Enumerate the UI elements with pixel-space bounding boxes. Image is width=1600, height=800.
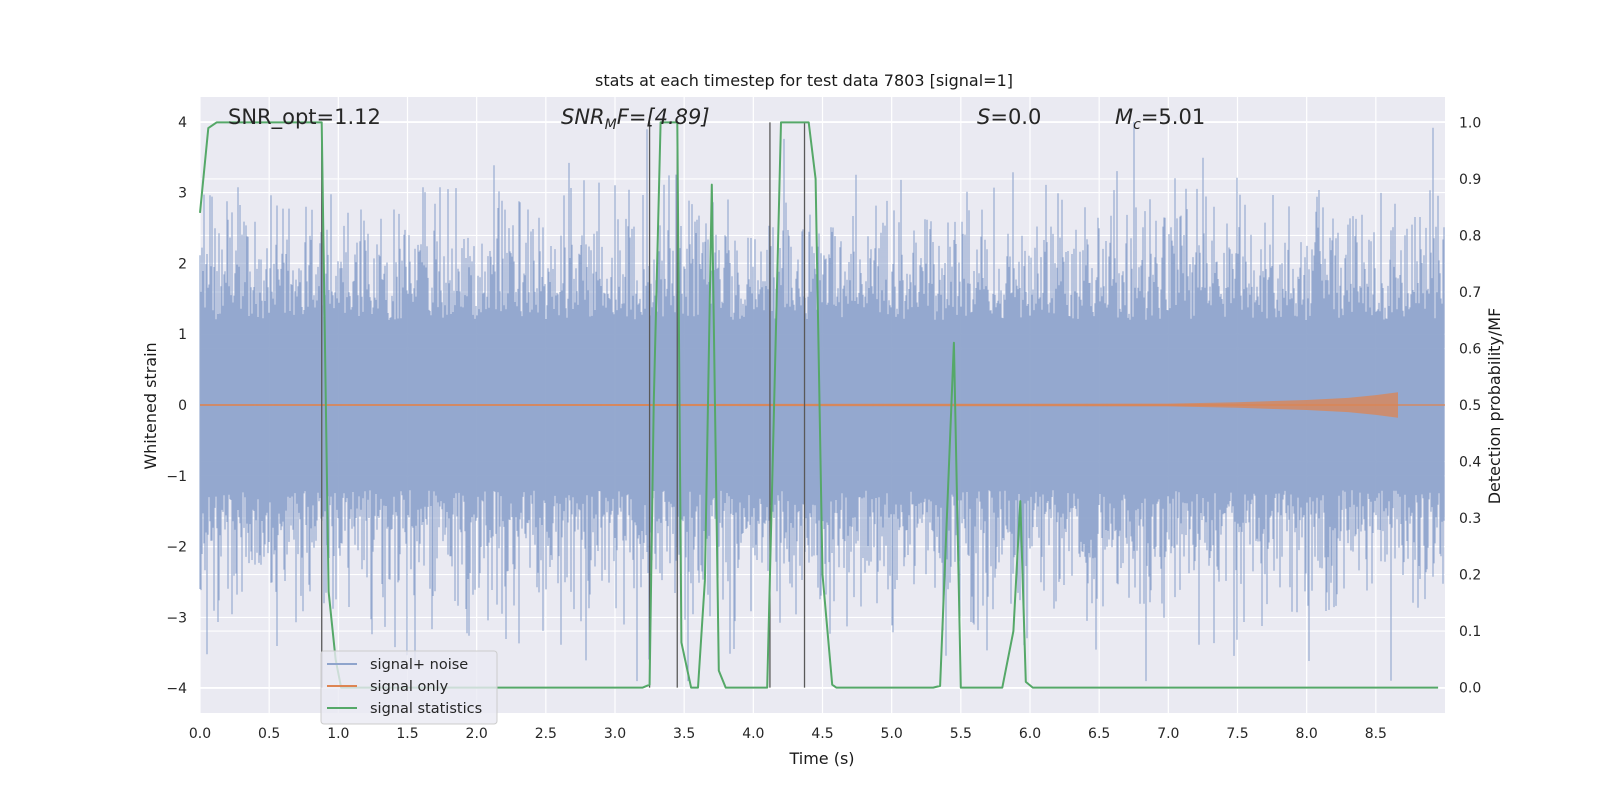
y-left-tick-label: −1	[166, 469, 187, 485]
x-tick-label: 1.5	[396, 726, 418, 742]
x-tick-label: 8.0	[1296, 726, 1318, 742]
x-tick-label: 5.0	[881, 726, 903, 742]
annotation-mc-rest: =5.01	[1141, 105, 1205, 129]
annotation-snr-mf-sub: M	[605, 117, 617, 133]
x-tick-label: 4.5	[811, 726, 833, 742]
y-left-tick-label: 4	[178, 115, 187, 131]
y-right-tick-label: 0.8	[1459, 228, 1481, 244]
x-axis-label: Time (s)	[788, 749, 854, 768]
annotation-snr-mf-main: SNR	[561, 105, 605, 129]
x-tick-label: 6.5	[1088, 726, 1110, 742]
y-axis-left-ticks: 4 3 2 1 0 −1 −2 −3 −4	[166, 115, 187, 697]
legend: signal+ noise signal only signal statist…	[320, 650, 498, 725]
y-left-tick-label: 2	[178, 256, 187, 272]
signal-noise-trace	[199, 121, 1445, 682]
annotation-mc: Mc=5.01	[1115, 105, 1205, 133]
x-tick-label: 7.5	[1226, 726, 1248, 742]
y-right-tick-label: 0.0	[1459, 681, 1481, 697]
y-left-tick-label: −4	[166, 681, 187, 697]
annotation-snr-mf-rest: F=[4.89]	[617, 105, 710, 129]
chart-title: stats at each timestep for test data 780…	[595, 71, 1013, 90]
x-tick-label: 1.0	[327, 726, 349, 742]
y-axis-right-ticks: 1.0 0.9 0.8 0.7 0.6 0.5 0.4 0.3 0.2 0.1 0.0	[1459, 115, 1481, 696]
y-axis-left-label: Whitened strain	[141, 342, 160, 469]
x-tick-label: 5.5	[950, 726, 972, 742]
x-tick-label: 6.0	[1019, 726, 1041, 742]
y-right-tick-label: 0.6	[1459, 341, 1481, 357]
y-right-tick-label: 0.1	[1459, 624, 1481, 640]
x-tick-label: 0.5	[258, 726, 280, 742]
y-left-tick-label: −3	[166, 610, 187, 626]
y-right-tick-label: 0.5	[1459, 398, 1481, 414]
plot-area	[199, 97, 1445, 713]
y-left-tick-label: 3	[178, 186, 187, 202]
y-right-tick-label: 0.7	[1459, 285, 1481, 301]
x-tick-label: 8.5	[1365, 726, 1387, 742]
series-signal-only	[200, 392, 1445, 418]
x-axis-ticks: 0.0 0.5 1.0 1.5 2.0 2.5 3.0 3.5 4.0 4.5 5.0 5.5 6.0 6…	[189, 726, 1387, 742]
x-tick-label: 2.0	[466, 726, 488, 742]
series-signal-noise	[199, 121, 1445, 682]
legend-label-signal-noise: signal+ noise	[370, 657, 468, 673]
y-axis-right-label: Detection probability/MF	[1485, 308, 1504, 505]
annotation-mc-main: M	[1115, 105, 1133, 129]
x-tick-label: 2.5	[535, 726, 557, 742]
annotation-s-main: S	[977, 105, 990, 129]
annotation-s-rest: =0.0	[990, 105, 1041, 129]
annotation-s: S=0.0	[977, 105, 1041, 129]
annotation-mc-sub: c	[1133, 117, 1141, 133]
y-right-tick-label: 0.2	[1459, 568, 1481, 584]
x-tick-label: 4.0	[742, 726, 764, 742]
x-tick-label: 3.0	[604, 726, 626, 742]
legend-label-signal-statistics: signal statistics	[370, 701, 482, 717]
y-right-tick-label: 0.4	[1459, 455, 1481, 471]
legend-label-signal-only: signal only	[370, 679, 449, 695]
x-tick-label: 0.0	[189, 726, 211, 742]
annotation-snr-mf: SNRMF=[4.89]	[561, 105, 710, 133]
y-left-tick-label: −2	[166, 540, 187, 556]
x-tick-label: 7.0	[1157, 726, 1179, 742]
annotation-snr-opt: SNR_opt=1.12	[228, 105, 381, 130]
y-right-tick-label: 1.0	[1459, 115, 1481, 131]
x-tick-label: 3.5	[673, 726, 695, 742]
y-right-tick-label: 0.3	[1459, 511, 1481, 527]
y-right-tick-label: 0.9	[1459, 172, 1481, 188]
legend-box	[320, 650, 498, 725]
y-left-tick-label: 0	[178, 398, 187, 414]
y-left-tick-label: 1	[178, 327, 187, 343]
